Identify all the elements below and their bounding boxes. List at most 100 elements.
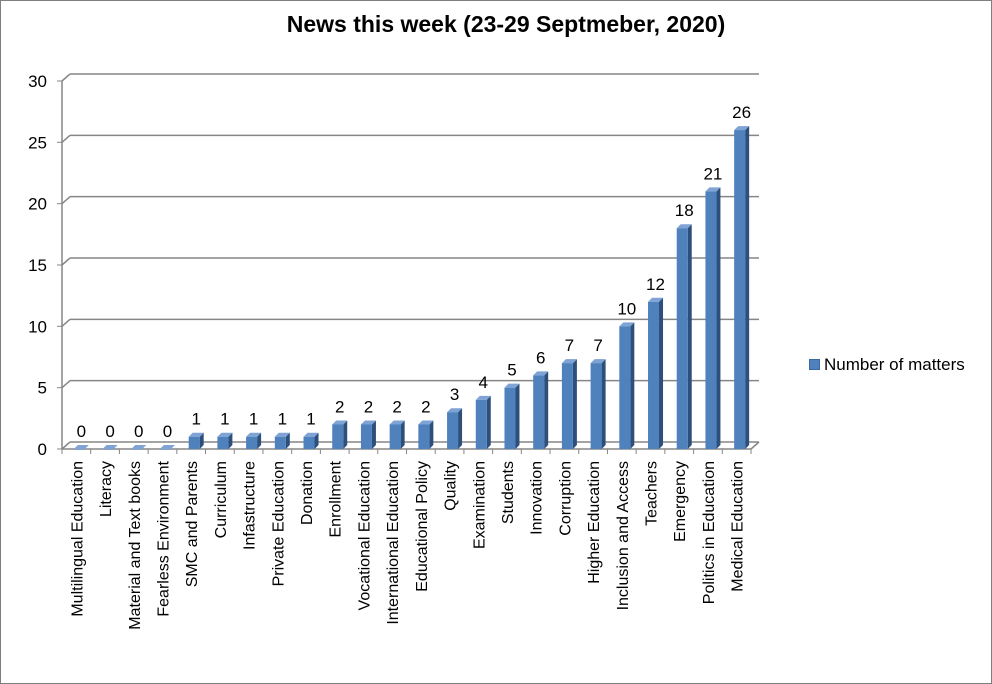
x-tick-label: Material and Text books bbox=[127, 461, 144, 630]
x-tick-label: Literacy bbox=[98, 461, 115, 517]
bar-side bbox=[458, 408, 463, 449]
data-label: 2 bbox=[335, 397, 344, 416]
gridline-side bbox=[61, 196, 71, 205]
bar-top bbox=[475, 395, 491, 400]
bar bbox=[648, 301, 660, 449]
x-tick-label: Donation bbox=[299, 461, 316, 525]
bar bbox=[619, 326, 631, 449]
bar-side bbox=[716, 187, 721, 449]
data-label: 1 bbox=[306, 410, 315, 429]
x-tick-label: Corruption bbox=[557, 461, 574, 536]
bar-side bbox=[257, 432, 262, 449]
data-label: 10 bbox=[617, 299, 636, 318]
legend: Number of matters bbox=[809, 355, 965, 375]
x-tick-label: Multilingual Education bbox=[69, 461, 86, 617]
bar-side bbox=[343, 420, 348, 449]
y-tick-label: 20 bbox=[28, 195, 47, 214]
data-label: 21 bbox=[703, 164, 722, 183]
bar-top bbox=[561, 359, 577, 364]
bar bbox=[533, 375, 545, 449]
x-tick-label: Fearless Environment bbox=[155, 460, 172, 616]
gridline-side bbox=[61, 441, 71, 450]
x-tick-label: Infastructure bbox=[242, 461, 259, 550]
bar-top bbox=[418, 420, 434, 425]
x-tick-label: Teachers bbox=[644, 461, 661, 526]
bar-side bbox=[486, 395, 491, 449]
gridline-side bbox=[61, 134, 71, 143]
y-tick-label: 25 bbox=[28, 133, 47, 152]
data-label: 18 bbox=[675, 201, 694, 220]
data-label: 0 bbox=[163, 422, 172, 441]
bar-top bbox=[303, 432, 319, 437]
bar-side bbox=[572, 359, 577, 449]
data-label: 5 bbox=[507, 361, 516, 380]
data-label: 7 bbox=[565, 336, 574, 355]
y-tick-label: 0 bbox=[38, 440, 47, 459]
bar-side bbox=[314, 432, 319, 449]
bar-top bbox=[274, 432, 290, 437]
data-label: 0 bbox=[105, 422, 114, 441]
bar-top bbox=[131, 445, 147, 449]
data-label: 2 bbox=[421, 397, 430, 416]
bar bbox=[734, 130, 746, 450]
data-label: 1 bbox=[191, 410, 200, 429]
legend-swatch bbox=[809, 359, 820, 371]
bar-top bbox=[676, 224, 692, 229]
gridline-side bbox=[61, 73, 71, 82]
bar bbox=[360, 424, 372, 449]
data-label: 12 bbox=[646, 275, 665, 294]
y-tick-label: 15 bbox=[28, 256, 47, 275]
bar-top bbox=[217, 432, 233, 437]
y-tick-label: 5 bbox=[38, 379, 47, 398]
bar-top bbox=[734, 126, 750, 131]
bar bbox=[705, 191, 717, 449]
bar bbox=[418, 424, 430, 449]
bar-top bbox=[246, 432, 262, 437]
bar bbox=[447, 412, 459, 449]
bar-top bbox=[159, 445, 175, 449]
data-label: 0 bbox=[77, 422, 86, 441]
x-tick-label: Vocational Education bbox=[356, 461, 373, 610]
x-tick-label: Politics in Education bbox=[701, 461, 718, 604]
bar-top bbox=[533, 371, 549, 376]
x-tick-label: Educational Policy bbox=[414, 461, 431, 592]
bar-top bbox=[447, 408, 463, 413]
bar-side bbox=[745, 126, 750, 450]
bar-top bbox=[360, 420, 376, 425]
data-label: 2 bbox=[364, 397, 373, 416]
x-tick-label: Enrollment bbox=[328, 460, 345, 537]
bar-top bbox=[73, 445, 89, 449]
bar-side bbox=[659, 297, 664, 449]
x-tick-label: Examination bbox=[471, 461, 488, 549]
bar-top bbox=[619, 322, 635, 327]
legend-label: Number of matters bbox=[824, 355, 965, 374]
chart-title: News this week (23-29 Septmeber, 2020) bbox=[286, 11, 726, 37]
gridline-side bbox=[61, 380, 71, 389]
bar bbox=[159, 449, 171, 450]
data-label: 1 bbox=[220, 410, 229, 429]
bar bbox=[590, 363, 602, 449]
bar bbox=[102, 449, 114, 450]
bar bbox=[561, 363, 573, 449]
bar-top bbox=[389, 420, 405, 425]
bar-top bbox=[648, 297, 664, 302]
bar bbox=[217, 436, 229, 449]
bar bbox=[131, 449, 143, 450]
data-label: 4 bbox=[479, 373, 488, 392]
x-tick-label: Private Education bbox=[270, 461, 287, 586]
bar-side bbox=[285, 432, 290, 449]
bar-side bbox=[687, 224, 692, 449]
bar bbox=[188, 436, 200, 449]
gridline-side bbox=[61, 257, 71, 266]
bar bbox=[303, 436, 315, 449]
bar-side bbox=[400, 420, 405, 449]
x-tick-label: Inclusion and Access bbox=[615, 461, 632, 610]
bar-side bbox=[515, 383, 520, 449]
bar bbox=[73, 449, 85, 450]
bar bbox=[389, 424, 401, 449]
bar-side bbox=[199, 432, 204, 449]
bar bbox=[246, 436, 258, 449]
data-label: 7 bbox=[593, 336, 602, 355]
gridline-side bbox=[61, 318, 71, 327]
